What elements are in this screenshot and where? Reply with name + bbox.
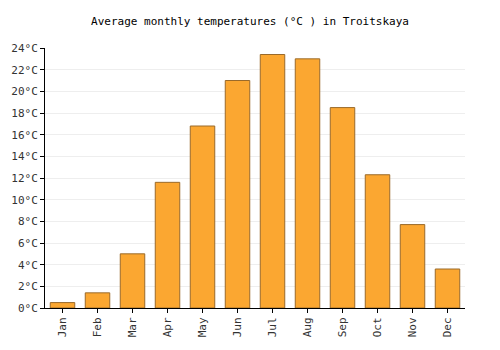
svg-text:2°C: 2°C bbox=[18, 280, 38, 293]
svg-text:0°C: 0°C bbox=[18, 302, 38, 315]
svg-text:Aug: Aug bbox=[301, 317, 314, 337]
svg-text:Mar: Mar bbox=[126, 317, 139, 337]
svg-text:4°C: 4°C bbox=[18, 259, 38, 272]
svg-text:6°C: 6°C bbox=[18, 237, 38, 250]
svg-text:Sep: Sep bbox=[336, 317, 349, 337]
svg-text:Apr: Apr bbox=[161, 317, 174, 337]
svg-text:Jun: Jun bbox=[231, 317, 244, 337]
svg-text:Jan: Jan bbox=[56, 317, 69, 337]
svg-text:16°C: 16°C bbox=[11, 129, 38, 142]
svg-text:14°C: 14°C bbox=[11, 150, 38, 163]
svg-text:8°C: 8°C bbox=[18, 215, 38, 228]
svg-text:Jul: Jul bbox=[266, 317, 279, 337]
svg-text:12°C: 12°C bbox=[11, 172, 38, 185]
svg-text:Nov: Nov bbox=[406, 317, 419, 337]
svg-text:10°C: 10°C bbox=[11, 194, 38, 207]
svg-text:20°C: 20°C bbox=[11, 85, 38, 98]
svg-text:Oct: Oct bbox=[371, 317, 384, 337]
svg-text:24°C: 24°C bbox=[11, 42, 38, 55]
svg-text:Feb: Feb bbox=[91, 317, 104, 337]
svg-text:22°C: 22°C bbox=[11, 64, 38, 77]
svg-text:Dec: Dec bbox=[441, 317, 454, 337]
svg-text:18°C: 18°C bbox=[11, 107, 38, 120]
svg-text:Average monthly temperatures (: Average monthly temperatures (°C ) in Tr… bbox=[91, 15, 409, 28]
svg-text:May: May bbox=[196, 317, 209, 337]
